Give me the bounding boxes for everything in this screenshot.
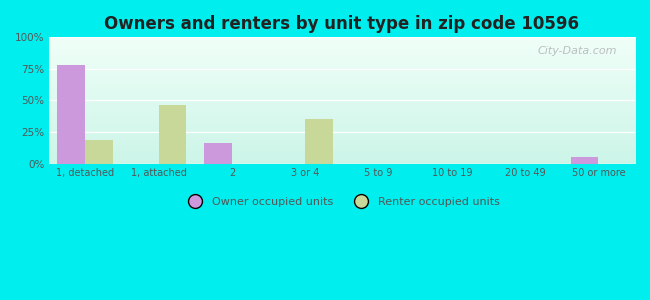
Bar (85, 140, 113, 164)
Title: Owners and renters by unit type in zip code 10596: Owners and renters by unit type in zip c… (105, 15, 579, 33)
Bar (204, 143, 232, 164)
Bar (306, 119, 333, 164)
Bar (159, 106, 187, 164)
Text: City-Data.com: City-Data.com (538, 46, 617, 56)
Bar (571, 157, 599, 164)
Legend: Owner occupied units, Renter occupied units: Owner occupied units, Renter occupied un… (179, 192, 504, 211)
Bar (57, 65, 85, 164)
